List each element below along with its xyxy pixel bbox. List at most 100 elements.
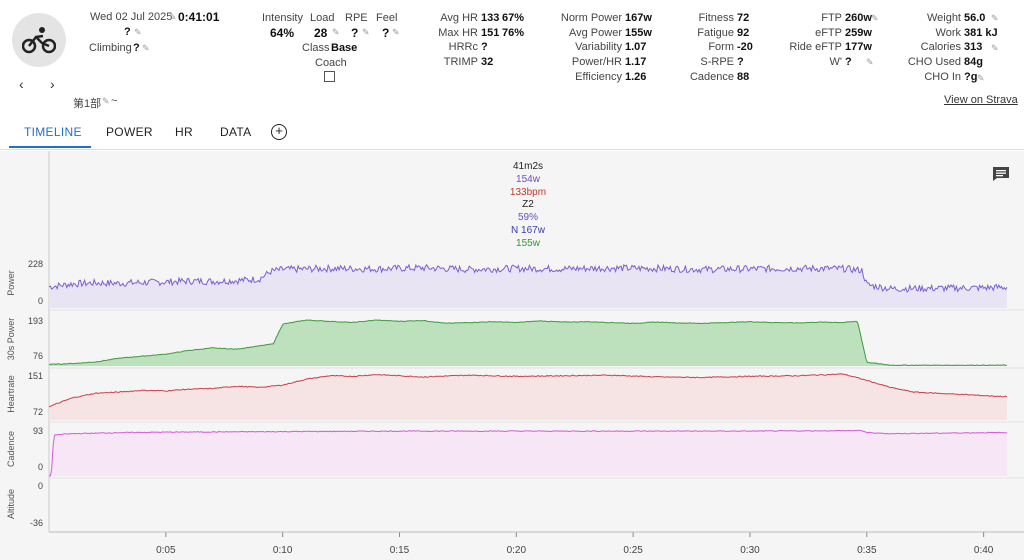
edit-load-icon[interactable]: ✎	[332, 27, 340, 37]
tab-power[interactable]: POWER	[106, 125, 153, 139]
rpe-label: RPE	[345, 12, 368, 24]
y-tick-label: 72	[33, 407, 43, 417]
x-tick-label: 0:40	[974, 545, 994, 556]
tooltip-np: N 167w	[511, 224, 545, 236]
series-fill	[49, 430, 1007, 476]
stat-label: Fitness	[698, 12, 734, 24]
bike-icon	[22, 27, 56, 54]
edit-stat-icon[interactable]: ✎	[991, 43, 999, 53]
stat-label: Variability	[575, 41, 622, 54]
load-label: Load	[310, 12, 335, 24]
timeline-chart[interactable]: 228 0 Power 193 76 30s Power 151 72 Heartrate 93 0…	[0, 151, 1024, 560]
rpe-value[interactable]: ?	[351, 26, 359, 40]
series-altitude: 0 -36 Altitude	[6, 481, 43, 528]
stat-value: 167w	[625, 12, 652, 24]
y-tick-label: 76	[33, 351, 43, 361]
series-cadence: 93 0 Cadence	[6, 426, 1008, 477]
series-line	[48, 319, 1008, 367]
x-tick-label: 0:25	[623, 545, 643, 556]
tab-timeline[interactable]: TIMELINE	[24, 125, 82, 139]
y-axis-title: Altitude	[6, 489, 16, 519]
edit-rpe-icon[interactable]: ✎	[362, 27, 370, 37]
intensity-value: 64%	[270, 26, 295, 40]
activity-name-suffix: ~	[111, 95, 118, 107]
stat-label: Calories	[920, 41, 961, 54]
stat-extra: 67%	[502, 12, 525, 24]
y-tick-label: 0	[38, 481, 43, 491]
stat-value: 381 kJ	[964, 26, 998, 39]
stat-label: Avg Power	[569, 26, 622, 39]
stat-label: S-RPE	[700, 56, 734, 69]
series-30s-power: 193 76 30s Power	[6, 316, 1008, 367]
edit-stat-icon[interactable]: ✎	[871, 13, 879, 23]
stat-label: Avg HR	[440, 12, 478, 24]
y-axis-title: Cadence	[6, 431, 16, 467]
x-tick-label: 0:10	[273, 545, 293, 556]
climbing-value[interactable]: ?	[133, 42, 140, 54]
stat-value: 133	[481, 12, 500, 24]
load-value: 28	[314, 26, 328, 40]
stat-value: ?	[845, 56, 852, 69]
stat-label: Fatigue	[697, 26, 734, 39]
stat-value: 1.17	[625, 56, 647, 69]
edit-stat-icon[interactable]: ✎	[866, 57, 874, 67]
y-tick-label: 151	[28, 371, 43, 381]
active-tab-indicator	[9, 146, 91, 148]
prev-activity-button[interactable]: ‹	[19, 76, 24, 92]
stat-label: Work	[935, 26, 961, 39]
stat-value: 32	[481, 56, 494, 69]
edit-stat-icon[interactable]: ✎	[991, 13, 999, 23]
stat-value: -20	[737, 41, 753, 54]
stat-value: 84g	[964, 56, 983, 69]
series-heartrate: 151 72 Heartrate	[6, 371, 1008, 420]
stat-value: ?g	[964, 70, 978, 83]
activity-name[interactable]: 第1部	[73, 98, 102, 110]
stat-label: TRIMP	[443, 56, 478, 69]
stat-value: 72	[737, 12, 750, 24]
tab-hr[interactable]: HR	[175, 125, 193, 139]
x-tick-label: 0:35	[857, 545, 877, 556]
edit-climbing-icon[interactable]: ✎	[142, 43, 150, 53]
class-value[interactable]: Base	[331, 42, 358, 54]
series-fill	[49, 264, 1007, 308]
stat-label: Power/HR	[571, 56, 622, 69]
tab-data[interactable]: DATA	[220, 125, 252, 139]
stat-value: 1.26	[625, 70, 647, 83]
tooltip-power: 154w	[516, 173, 540, 185]
stat-value: 155w	[625, 26, 652, 39]
tooltip-avg: 155w	[516, 237, 540, 249]
edit-name-icon[interactable]: ✎	[102, 96, 110, 106]
stat-value: 1.07	[625, 41, 647, 54]
edit-stat-icon[interactable]: ✎	[977, 73, 985, 83]
coach-checkbox[interactable]	[324, 71, 335, 82]
climbing-label: Climbing	[89, 42, 132, 54]
stat-label: FTP	[821, 12, 842, 24]
add-tab-button[interactable]: +	[271, 124, 287, 140]
tooltip-pct: 59%	[517, 212, 538, 224]
tooltip-zone: Z2	[522, 199, 534, 211]
y-tick-label: 0	[38, 296, 43, 306]
activity-date: Wed 02 Jul 2025	[90, 11, 173, 23]
stat-value: 151	[481, 26, 500, 39]
stat-label: HRRc	[448, 41, 478, 54]
activity-title-value[interactable]: ?	[124, 26, 131, 38]
feel-value[interactable]: ?	[382, 26, 390, 40]
edit-title-icon[interactable]: ✎	[134, 27, 142, 37]
next-activity-button[interactable]: ›	[50, 76, 55, 92]
x-tick-label: 0:30	[740, 545, 760, 556]
stat-label: Cadence	[689, 70, 734, 83]
cycling-avatar	[12, 13, 66, 67]
view-on-strava-link[interactable]: View on Strava	[944, 94, 1018, 106]
comment-icon[interactable]	[992, 166, 1010, 182]
y-tick-label: 228	[28, 259, 43, 269]
x-tick-label: 0:20	[507, 545, 527, 556]
stat-label: Weight	[926, 12, 961, 24]
edit-feel-icon[interactable]: ✎	[392, 27, 400, 37]
edit-date-icon[interactable]: ✎	[169, 12, 177, 22]
stat-label: Norm Power	[560, 12, 622, 24]
feel-label: Feel	[376, 12, 398, 24]
y-tick-label: 193	[28, 316, 43, 326]
coach-label: Coach	[315, 57, 347, 69]
stat-value: 259w	[845, 26, 872, 39]
stat-label: Max HR	[438, 26, 478, 39]
